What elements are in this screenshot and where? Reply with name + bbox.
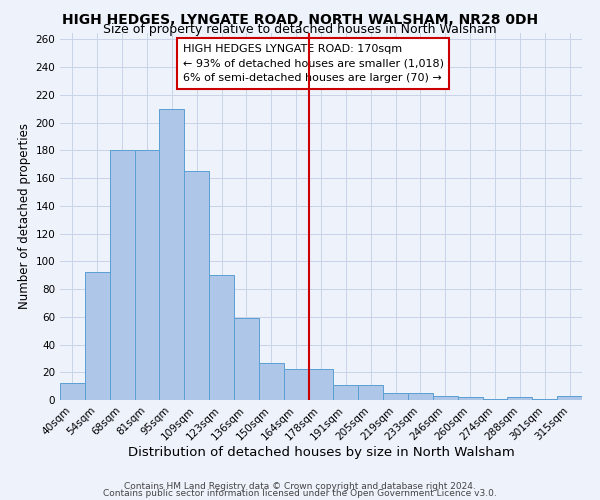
Bar xyxy=(557,396,582,400)
X-axis label: Distribution of detached houses by size in North Walsham: Distribution of detached houses by size … xyxy=(128,446,514,459)
Bar xyxy=(358,384,383,400)
Text: Size of property relative to detached houses in North Walsham: Size of property relative to detached ho… xyxy=(103,22,497,36)
Text: Contains public sector information licensed under the Open Government Licence v3: Contains public sector information licen… xyxy=(103,490,497,498)
Text: HIGH HEDGES, LYNGATE ROAD, NORTH WALSHAM, NR28 0DH: HIGH HEDGES, LYNGATE ROAD, NORTH WALSHAM… xyxy=(62,12,538,26)
Bar xyxy=(433,396,458,400)
Text: Contains HM Land Registry data © Crown copyright and database right 2024.: Contains HM Land Registry data © Crown c… xyxy=(124,482,476,491)
Bar xyxy=(458,397,482,400)
Y-axis label: Number of detached properties: Number of detached properties xyxy=(18,123,31,309)
Bar xyxy=(209,275,234,400)
Bar xyxy=(284,370,308,400)
Bar xyxy=(334,384,358,400)
Bar xyxy=(134,150,160,400)
Text: HIGH HEDGES LYNGATE ROAD: 170sqm
← 93% of detached houses are smaller (1,018)
6%: HIGH HEDGES LYNGATE ROAD: 170sqm ← 93% o… xyxy=(182,44,443,83)
Bar xyxy=(508,397,532,400)
Bar xyxy=(184,171,209,400)
Bar xyxy=(482,398,508,400)
Bar xyxy=(259,362,284,400)
Bar xyxy=(60,384,85,400)
Bar xyxy=(532,398,557,400)
Bar xyxy=(110,150,134,400)
Bar xyxy=(383,393,408,400)
Bar xyxy=(308,370,334,400)
Bar xyxy=(160,109,184,400)
Bar xyxy=(85,272,110,400)
Bar xyxy=(234,318,259,400)
Bar xyxy=(408,393,433,400)
